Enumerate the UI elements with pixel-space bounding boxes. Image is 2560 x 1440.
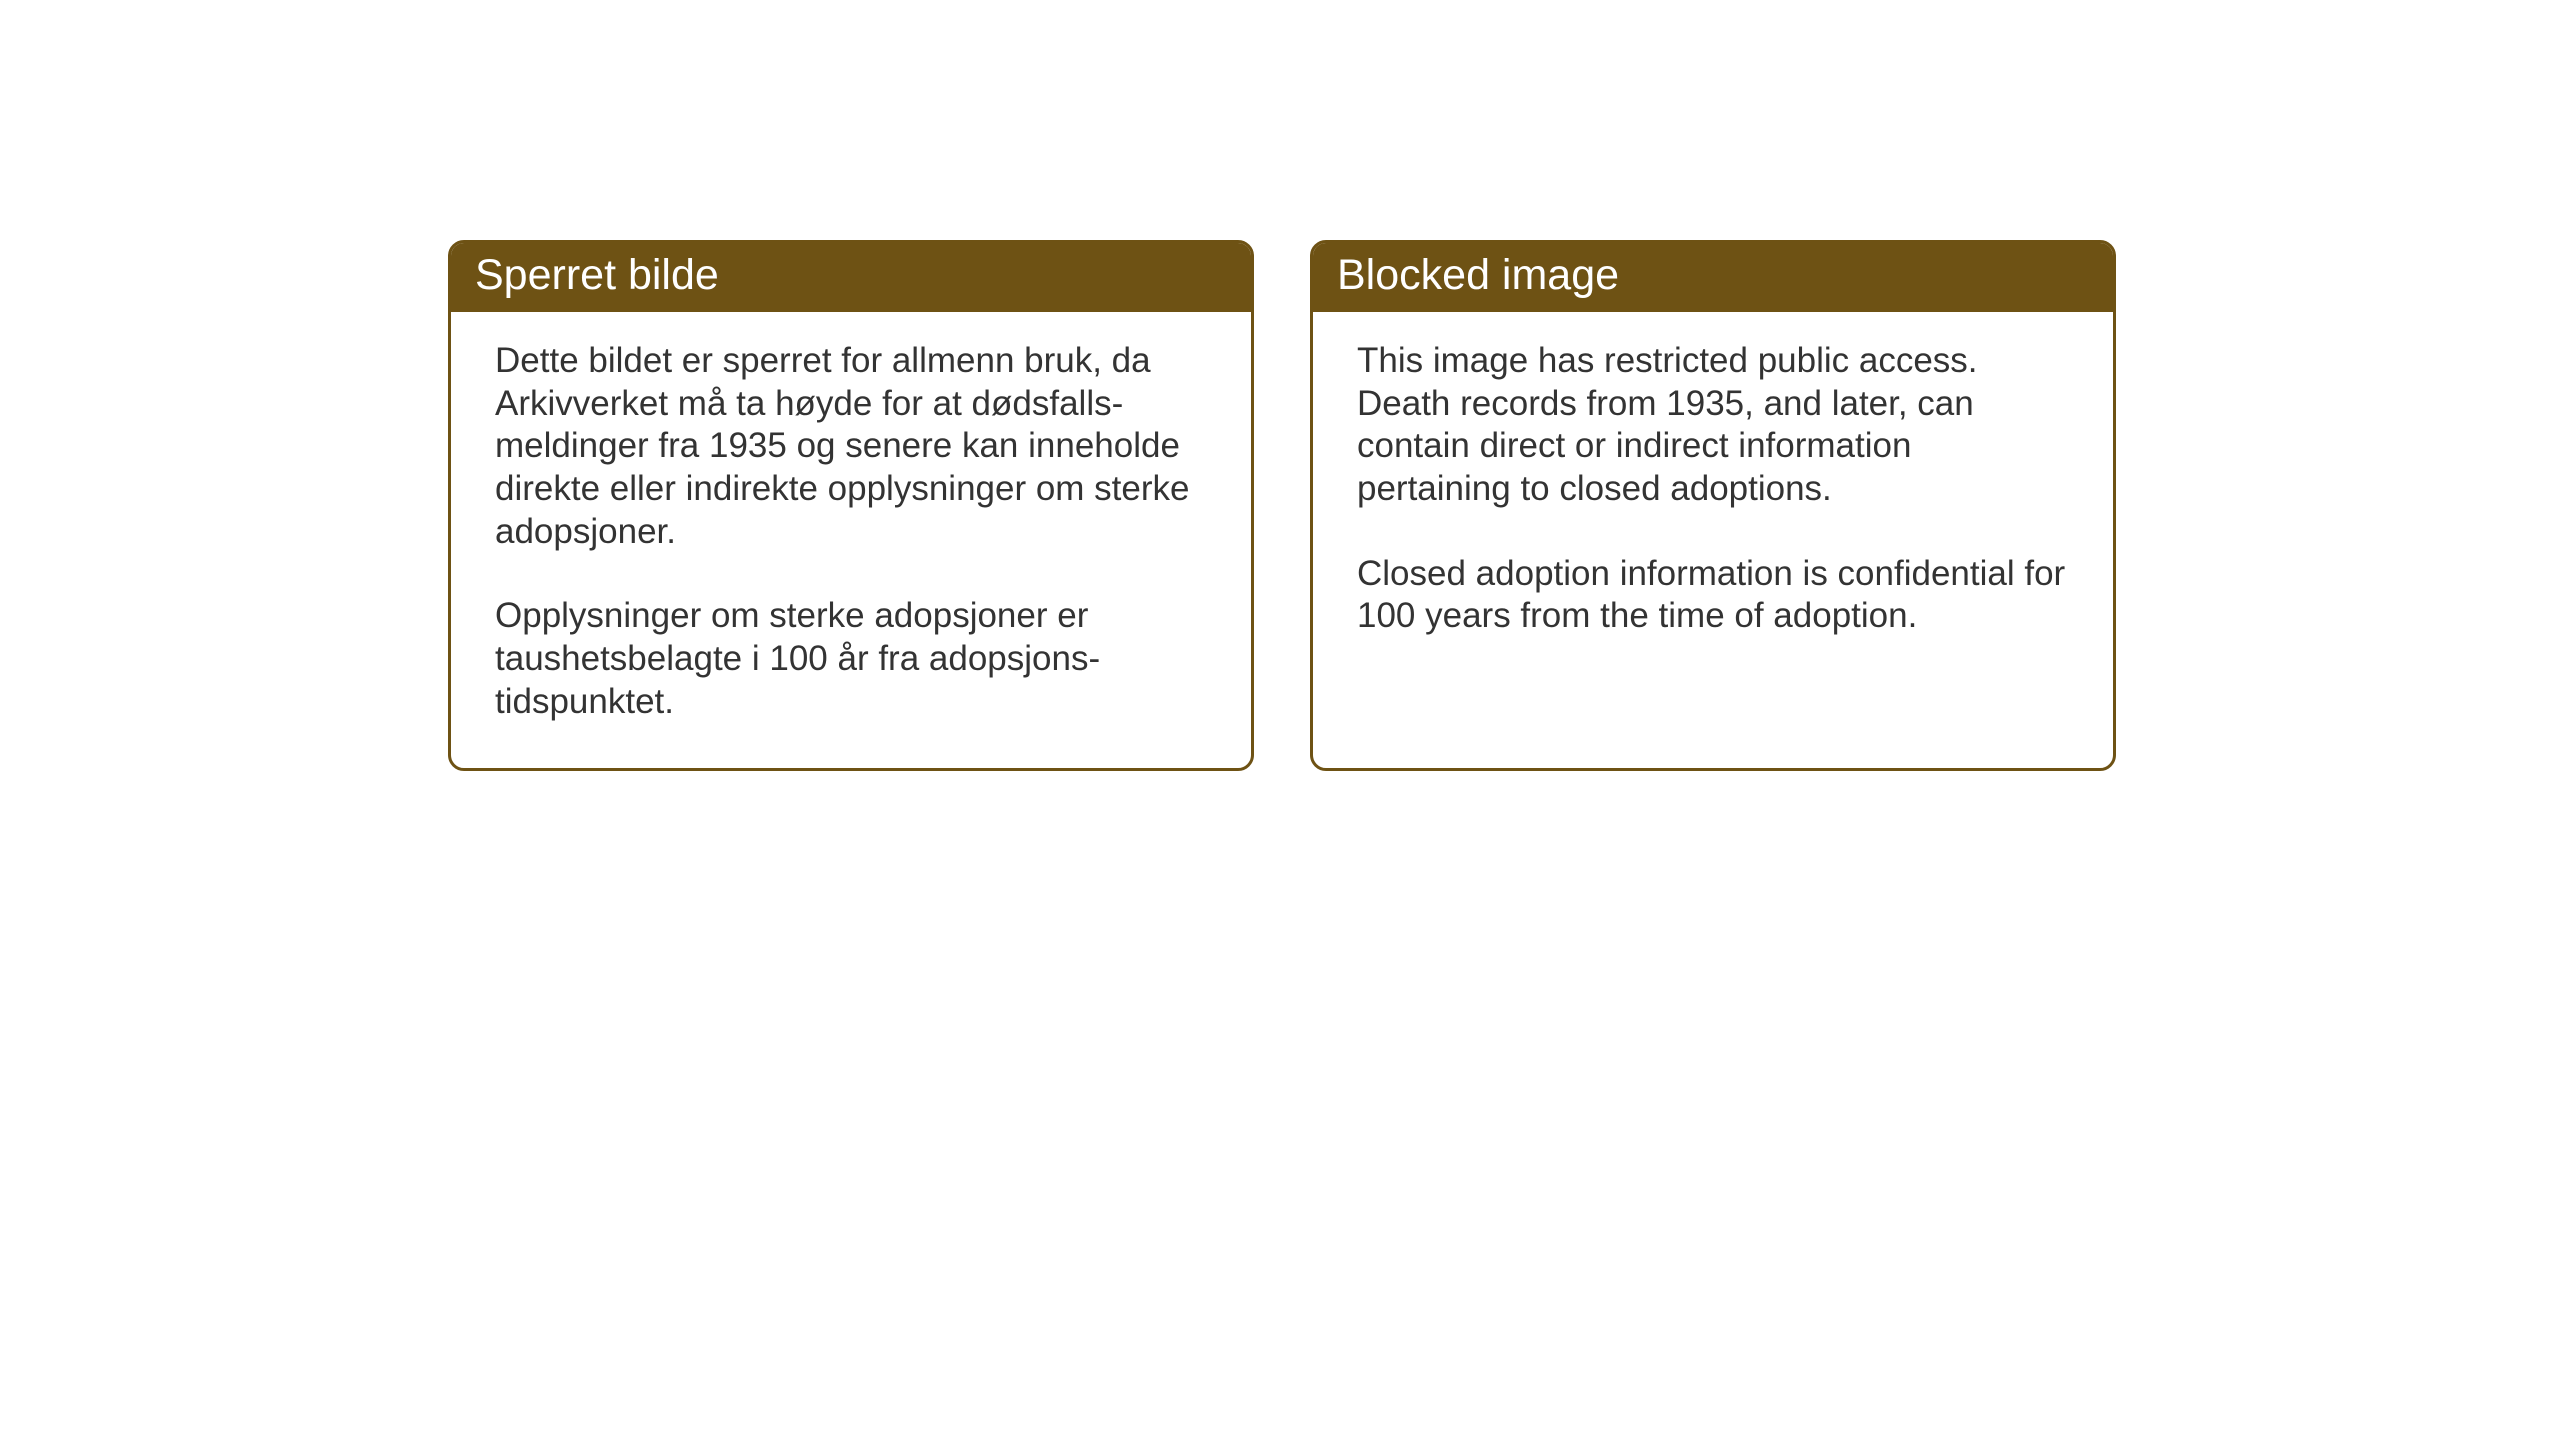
- notice-card-norwegian: Sperret bilde Dette bildet er sperret fo…: [448, 240, 1254, 771]
- notice-body-english: This image has restricted public access.…: [1313, 312, 2113, 682]
- notice-title: Sperret bilde: [475, 251, 719, 299]
- notice-header-norwegian: Sperret bilde: [451, 243, 1251, 312]
- notice-paragraph: Dette bildet er sperret for allmenn bruk…: [495, 340, 1207, 553]
- notice-card-english: Blocked image This image has restricted …: [1310, 240, 2116, 771]
- notice-paragraph: Opplysninger om sterke adopsjoner er tau…: [495, 595, 1207, 723]
- notice-body-norwegian: Dette bildet er sperret for allmenn bruk…: [451, 312, 1251, 768]
- notice-container: Sperret bilde Dette bildet er sperret fo…: [448, 240, 2116, 771]
- notice-title: Blocked image: [1337, 251, 1619, 299]
- notice-header-english: Blocked image: [1313, 243, 2113, 312]
- notice-paragraph: Closed adoption information is confident…: [1357, 553, 2069, 638]
- notice-paragraph: This image has restricted public access.…: [1357, 340, 2069, 511]
